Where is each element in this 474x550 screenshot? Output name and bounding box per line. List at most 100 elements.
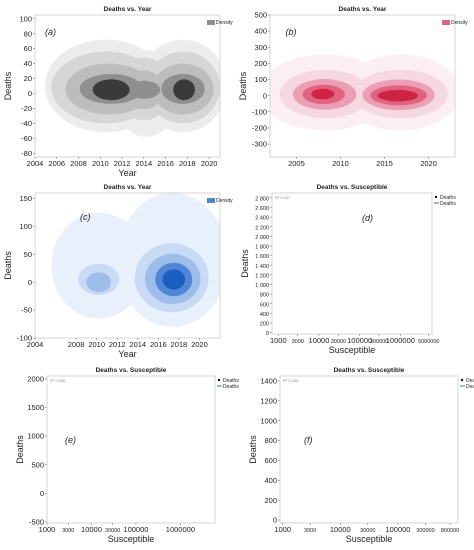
y-tick-label: 2 800	[255, 196, 269, 202]
chart-c-legend-entry: Density	[216, 198, 233, 204]
x-tick-label: 2010	[88, 340, 105, 349]
x-tick-label: 100000	[123, 525, 148, 534]
y-axis-label-f: Deaths	[248, 435, 258, 464]
x-tick-label: 2020	[201, 159, 218, 168]
y-tick-label: 1 200	[255, 273, 269, 279]
x-tick-label: 2015	[376, 159, 393, 168]
y-tick-label: -40	[21, 119, 32, 128]
x-tick-label: 3000	[62, 528, 74, 534]
y-tick-label: 1 800	[255, 245, 269, 251]
panel-label-a: (a)	[45, 27, 56, 37]
y-tick-label: 80	[24, 29, 32, 38]
x-tick-label: 2012	[114, 159, 131, 168]
y-tick-label: 1500	[27, 403, 44, 412]
y-tick-label: -80	[21, 149, 32, 158]
y-tick-label: -100	[17, 334, 32, 343]
x-tick-label: 2020	[191, 340, 208, 349]
x-tick-label: 2018	[171, 340, 188, 349]
y-tick-label: 0	[263, 91, 267, 100]
x-tick-label: 1000000	[166, 525, 195, 534]
x-tick-label: 10000	[309, 336, 330, 345]
y-tick-label: 400	[264, 476, 277, 485]
legend-marker-points	[217, 378, 221, 382]
x-tick-label: 2014	[129, 340, 146, 349]
y-tick-label: 100	[254, 75, 267, 84]
y-axis-label-e: Deaths	[15, 435, 25, 464]
y-tick-label: 0	[266, 331, 269, 337]
panel-label-d: (d)	[362, 213, 373, 223]
x-tick-label: 2014	[135, 159, 152, 168]
chart-title-d: Deaths vs. Susceptible	[317, 184, 388, 191]
x-tick-label: 2010	[332, 159, 349, 168]
plot-frame-d	[271, 192, 433, 335]
x-tick-label: 1000000	[386, 336, 415, 345]
y-tick-label: 100	[19, 222, 32, 231]
chart-c: Deaths vs. Year Density (c) 2004 2008 2010 201…	[3, 184, 233, 359]
density-contour-level-4	[127, 80, 161, 99]
x-tick-label: 800000	[441, 528, 459, 534]
x-tick-label: 300000	[370, 339, 388, 345]
y-tick-label: 1400	[260, 377, 277, 386]
y-tick-label: 20	[24, 74, 32, 83]
x-tick-label: 2004	[27, 159, 44, 168]
legend-entry-fit: Deaths	[440, 201, 456, 207]
y-tick-label: 1000	[27, 432, 44, 441]
y-tick-label: -20	[21, 104, 32, 113]
chart-title-f: Deaths vs. Susceptible	[334, 367, 405, 374]
y-tick-label: -100	[252, 107, 267, 116]
x-tick-label: 2012	[109, 340, 126, 349]
legend-entry-fit: Deaths	[223, 384, 239, 390]
plot-frame-a	[34, 14, 221, 158]
x-tick-label: 300000	[416, 528, 434, 534]
x-tick-label: 2016	[157, 159, 174, 168]
y-tick-label: 100	[19, 14, 32, 23]
y-tick-label: 1200	[260, 396, 277, 405]
chart-title-b: Deaths vs. Year	[339, 6, 387, 13]
chart-b-legend-swatch	[442, 20, 450, 25]
y-tick-label: 150	[19, 194, 32, 203]
y-tick-label: 60	[24, 44, 32, 53]
y-tick-label: 1 000	[255, 283, 269, 289]
y-tick-label: 0	[28, 89, 32, 98]
x-tick-label: 2016	[150, 340, 167, 349]
y-tick-label: 200	[254, 59, 267, 68]
y-tick-label: 1 400	[255, 264, 269, 270]
y-tick-label: 0	[40, 489, 44, 498]
panel-label-b: (b)	[286, 27, 297, 37]
y-tick-label: 800	[264, 436, 277, 445]
y-axis-label-d: Deaths	[240, 249, 250, 278]
y-tick-label: 600	[264, 456, 277, 465]
x-tick-label: 30000	[360, 528, 375, 534]
density-contour-level-5	[162, 269, 186, 290]
x-tick-label: 1000	[270, 336, 287, 345]
x-tick-label: 1000	[39, 525, 56, 534]
x-tick-label: 2018	[179, 159, 196, 168]
panel-label-e: (e)	[65, 435, 76, 445]
y-tick-label: 0	[273, 516, 277, 525]
y-tick-label: 2 000	[255, 235, 269, 241]
x-tick-label: 10000	[81, 525, 102, 534]
x-tick-label: 10000	[330, 525, 351, 534]
x-axis-label-a: Year	[118, 168, 136, 178]
plot-frame-e	[46, 375, 216, 524]
density-contour-level-5	[377, 89, 418, 102]
chart-title-a: Deaths vs. Year	[104, 6, 152, 13]
y-tick-label: 400	[260, 312, 269, 318]
chart-b-legend-entry: Density	[451, 20, 468, 26]
plot-frame-b	[269, 14, 456, 158]
x-tick-label: 3000	[304, 528, 316, 534]
chart-c-legend-swatch	[207, 198, 215, 203]
legend-entry-fit: Deaths	[466, 384, 474, 390]
chart-a-legend-entry: Density	[216, 20, 233, 26]
x-tick-label: 3000	[292, 339, 304, 345]
x-tick-label: 1000	[274, 525, 291, 534]
chart-title-c: Deaths vs. Year	[104, 184, 152, 191]
x-tick-label: 30000	[331, 339, 346, 345]
x-tick-label: 100000	[347, 336, 372, 345]
chart-title-e: Deaths vs. Susceptible	[96, 367, 167, 374]
r-squared-label-f: R² 0.165	[283, 378, 299, 383]
y-tick-label: 500	[31, 460, 44, 469]
